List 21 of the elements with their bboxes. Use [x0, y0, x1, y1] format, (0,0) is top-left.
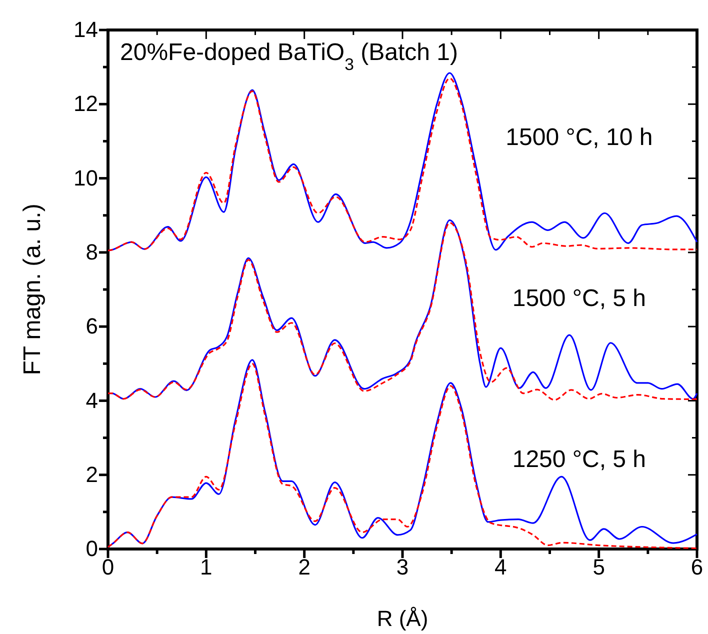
y-tick-label: 8 — [86, 239, 98, 264]
y-tick-label: 10 — [74, 165, 98, 190]
y-tick-label: 4 — [86, 388, 98, 413]
y-tick-label: 0 — [86, 536, 98, 562]
y-tick-label: 12 — [74, 91, 98, 116]
x-tick-label: 6 — [690, 554, 704, 580]
x-tick-label: 5 — [592, 554, 605, 580]
text: 20%Fe-doped BaTiO$_{3}$ (Batch 1) — [120, 39, 458, 74]
x-tick-label: 3 — [396, 554, 409, 580]
x-tick-label: 1 — [200, 554, 212, 580]
x-tick-label: 2 — [298, 554, 310, 580]
x-axis-title: R (Å) — [376, 606, 428, 631]
y-tick-label: 2 — [86, 462, 98, 487]
y-axis-title: FT magn. (a. u.) — [19, 204, 46, 376]
annotation: 1500 °C, 5 h — [512, 285, 646, 312]
annotation: 1500 °C, 10 h — [506, 124, 653, 152]
y-tick-label: 14 — [74, 17, 98, 42]
y-tick-label: 6 — [86, 314, 98, 339]
annotation: 1250 °C, 5 h — [512, 446, 646, 474]
x-tick-label: 4 — [494, 554, 507, 580]
x-tick-label: 0 — [102, 554, 114, 580]
